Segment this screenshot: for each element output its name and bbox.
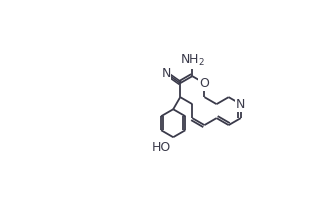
Text: N: N — [236, 98, 245, 111]
Text: HO: HO — [152, 141, 171, 154]
Text: O: O — [199, 77, 209, 90]
Text: N: N — [162, 67, 171, 80]
Text: NH$_2$: NH$_2$ — [180, 53, 205, 68]
